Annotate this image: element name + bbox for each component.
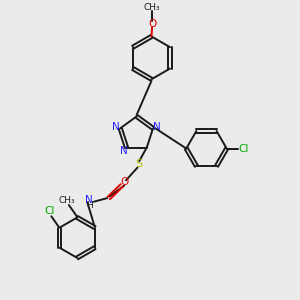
Text: CH₃: CH₃ [144, 3, 160, 12]
Text: O: O [120, 177, 128, 187]
Text: N: N [153, 122, 161, 131]
Text: H: H [86, 201, 92, 210]
Text: CH₃: CH₃ [58, 196, 75, 205]
Text: N: N [85, 195, 93, 205]
Text: Cl: Cl [45, 206, 55, 216]
Text: Cl: Cl [239, 143, 249, 154]
Text: S: S [135, 159, 142, 169]
Text: N: N [112, 122, 120, 131]
Text: O: O [148, 19, 156, 29]
Text: N: N [120, 146, 128, 156]
